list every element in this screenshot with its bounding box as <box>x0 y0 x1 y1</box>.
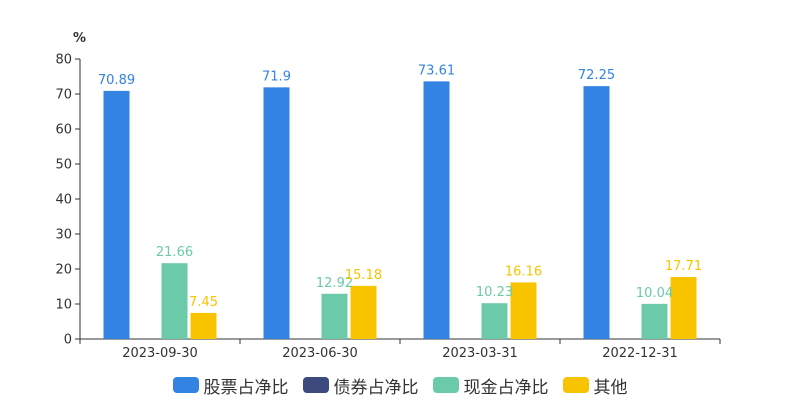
y-tick-label: 50 <box>55 158 72 173</box>
legend-label: 其他 <box>593 377 628 398</box>
legend: 股票占净比 债券占净比 现金占净比 其他 <box>0 372 800 398</box>
y-axis-unit-label: % <box>73 31 86 46</box>
legend-swatch <box>432 377 459 393</box>
legend-swatch <box>562 377 589 393</box>
legend-item[interactable]: 其他 <box>562 373 628 398</box>
data-label: 10.23 <box>476 285 513 300</box>
data-label: 71.9 <box>262 69 291 84</box>
legend-item[interactable]: 债券占净比 <box>302 373 419 398</box>
data-label: 21.66 <box>156 245 193 260</box>
x-tick-label: 2023-06-30 <box>282 346 358 361</box>
bar <box>510 282 537 339</box>
y-tick-label: 70 <box>55 88 72 103</box>
y-tick-label: 30 <box>55 228 72 243</box>
y-tick-label: 60 <box>55 123 72 138</box>
x-axis: 2023-09-30 2023-06-30 2023-03-31 2022-12-31 <box>79 338 721 361</box>
x-tick-label: 2022-12-31 <box>602 346 678 361</box>
data-label: 10.04 <box>636 286 673 301</box>
bar <box>321 293 348 339</box>
y-tick-label: 20 <box>55 263 72 278</box>
y-tick-label: 40 <box>55 193 72 208</box>
data-label: 15.18 <box>345 268 382 283</box>
legend-item[interactable]: 股票占净比 <box>172 373 289 398</box>
legend-label: 债券占净比 <box>333 377 419 398</box>
data-label: 12.92 <box>316 276 353 291</box>
y-axis: 0 10 20 30 40 50 60 70 80 <box>55 53 81 348</box>
data-label: 73.61 <box>418 63 455 78</box>
data-label: 72.25 <box>578 68 615 83</box>
legend-swatch <box>302 377 329 393</box>
x-tick-label: 2023-09-30 <box>122 346 198 361</box>
bar-chart: % 0 10 20 30 40 50 60 70 80 2023-09-30 2023-06-30… <box>55 31 721 361</box>
legend-label: 现金占净比 <box>463 377 549 398</box>
y-tick-label: 10 <box>55 298 72 313</box>
legend-item[interactable]: 现金占净比 <box>432 373 549 398</box>
legend-swatch <box>172 377 199 393</box>
legend-label: 股票占净比 <box>203 377 289 398</box>
bar <box>350 285 377 339</box>
bar <box>641 303 668 339</box>
y-tick-label: 0 <box>64 333 72 348</box>
y-tick-label: 80 <box>55 53 72 68</box>
bars-group <box>103 81 697 340</box>
bar <box>423 81 450 340</box>
data-label: 7.45 <box>189 295 218 310</box>
data-label: 70.89 <box>98 73 135 88</box>
bar <box>263 87 290 339</box>
bar <box>583 86 610 339</box>
bar <box>481 303 508 339</box>
data-label: 16.16 <box>505 264 542 279</box>
bar <box>103 90 130 339</box>
bar <box>190 312 217 339</box>
bar <box>161 263 188 339</box>
data-label: 17.71 <box>665 259 702 274</box>
x-tick-label: 2023-03-31 <box>442 346 518 361</box>
bar <box>670 277 697 339</box>
